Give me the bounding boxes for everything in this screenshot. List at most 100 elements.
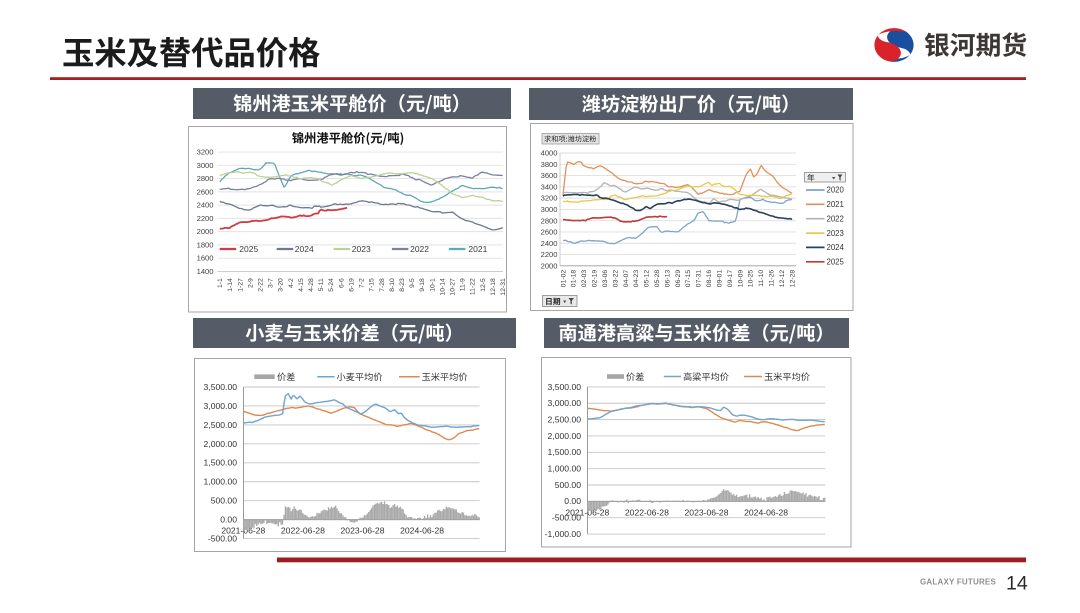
svg-text:06-29: 06-29 <box>675 270 682 288</box>
svg-text:10-1: 10-1 <box>429 278 436 292</box>
svg-text:2024-06-28: 2024-06-28 <box>400 526 444 536</box>
svg-text:2-9: 2-9 <box>247 278 254 288</box>
svg-text:1,000.00: 1,000.00 <box>204 477 238 487</box>
svg-text:2400: 2400 <box>541 239 558 248</box>
svg-text:11-9: 11-9 <box>460 278 467 291</box>
svg-text:4-2: 4-2 <box>288 278 295 288</box>
svg-text:2024-06-28: 2024-06-28 <box>744 507 788 517</box>
svg-text:7-15: 7-15 <box>369 278 376 292</box>
svg-text:14: 14 <box>1006 573 1028 595</box>
svg-text:2023: 2023 <box>827 229 844 238</box>
svg-text:09-01: 09-01 <box>716 270 723 288</box>
svg-text:2200: 2200 <box>541 250 558 259</box>
svg-text:08-16: 08-16 <box>706 270 713 288</box>
svg-text:11-26: 11-26 <box>769 270 776 287</box>
svg-text:1-27: 1-27 <box>237 278 244 292</box>
svg-text:12-31: 12-31 <box>500 278 507 296</box>
svg-text:0.00: 0.00 <box>564 496 581 506</box>
svg-text:8-23: 8-23 <box>399 278 406 292</box>
svg-text:2024: 2024 <box>295 244 314 254</box>
svg-text:12-18: 12-18 <box>490 278 497 296</box>
svg-text:6-19: 6-19 <box>349 278 356 292</box>
svg-text:07-15: 07-15 <box>685 270 692 288</box>
svg-text:05-28: 05-28 <box>654 270 661 288</box>
svg-text:2,500.00: 2,500.00 <box>204 420 238 430</box>
svg-text:3,000.00: 3,000.00 <box>204 401 238 411</box>
svg-text:01-02: 01-02 <box>560 270 567 288</box>
svg-text:2022: 2022 <box>410 244 429 254</box>
svg-text:06-13: 06-13 <box>664 270 671 288</box>
svg-text:1,000.00: 1,000.00 <box>548 464 582 474</box>
svg-text:3200: 3200 <box>541 194 558 203</box>
svg-text:2800: 2800 <box>197 174 214 183</box>
svg-text:3000: 3000 <box>541 205 558 214</box>
svg-text:-500.00: -500.00 <box>208 534 237 544</box>
svg-text:2000: 2000 <box>197 227 214 236</box>
svg-text:2024: 2024 <box>827 243 845 252</box>
svg-text:3000: 3000 <box>197 161 214 170</box>
svg-text:2020: 2020 <box>827 186 845 195</box>
svg-text:4-15: 4-15 <box>298 278 305 292</box>
svg-text:3-20: 3-20 <box>278 278 285 292</box>
svg-text:2800: 2800 <box>541 216 558 225</box>
svg-text:2600: 2600 <box>541 228 558 237</box>
svg-text:01-18: 01-18 <box>571 270 578 288</box>
svg-text:2022-06-28: 2022-06-28 <box>281 526 325 536</box>
svg-text:11-10: 11-10 <box>758 270 765 287</box>
svg-text:3800: 3800 <box>541 160 558 169</box>
svg-text:500.00: 500.00 <box>555 480 582 490</box>
svg-text:3,500.00: 3,500.00 <box>548 382 582 392</box>
svg-text:2023-06-28: 2023-06-28 <box>341 526 385 536</box>
svg-text:5-11: 5-11 <box>318 278 325 291</box>
svg-text:5-24: 5-24 <box>328 278 335 292</box>
svg-text:-1,000.00: -1,000.00 <box>545 529 582 539</box>
svg-text:1,500.00: 1,500.00 <box>204 458 238 468</box>
svg-text:2,000.00: 2,000.00 <box>204 439 238 449</box>
svg-text:04-23: 04-23 <box>633 270 640 288</box>
svg-text:2025: 2025 <box>827 257 845 266</box>
svg-text:12-12: 12-12 <box>779 270 786 288</box>
svg-text:2023: 2023 <box>352 244 371 254</box>
svg-text:3,500.00: 3,500.00 <box>204 382 238 392</box>
svg-text:3-7: 3-7 <box>268 278 275 288</box>
svg-text:2022: 2022 <box>827 214 844 223</box>
svg-text:3600: 3600 <box>541 171 558 180</box>
svg-text:1,500.00: 1,500.00 <box>548 447 582 457</box>
svg-text:2023-06-28: 2023-06-28 <box>685 507 729 517</box>
svg-text:4000: 4000 <box>541 149 558 158</box>
svg-text:1600: 1600 <box>197 254 214 263</box>
svg-text:03-06: 03-06 <box>602 270 609 288</box>
svg-text:-500.00: -500.00 <box>552 513 581 523</box>
svg-text:7-2: 7-2 <box>359 278 366 288</box>
svg-text:10-09: 10-09 <box>737 270 744 288</box>
svg-text:2200: 2200 <box>197 214 214 223</box>
svg-text:2400: 2400 <box>197 201 214 210</box>
svg-text:2,000.00: 2,000.00 <box>548 431 582 441</box>
svg-text:2022-06-28: 2022-06-28 <box>625 507 669 517</box>
svg-text:1-14: 1-14 <box>227 278 234 292</box>
svg-text:2021: 2021 <box>827 200 844 209</box>
svg-text:10-25: 10-25 <box>748 270 755 288</box>
svg-text:GALAXY FUTURES: GALAXY FUTURES <box>920 578 996 587</box>
svg-text:9-5: 9-5 <box>409 278 416 288</box>
svg-text:04-07: 04-07 <box>623 270 630 288</box>
svg-text:07-31: 07-31 <box>696 270 703 288</box>
svg-text:2025: 2025 <box>239 244 258 254</box>
svg-text:7-28: 7-28 <box>379 278 386 292</box>
svg-text:05-12: 05-12 <box>644 270 651 288</box>
svg-text:0.00: 0.00 <box>220 515 237 525</box>
svg-text:10-27: 10-27 <box>450 278 457 296</box>
svg-text:3400: 3400 <box>541 182 558 191</box>
svg-text:10-14: 10-14 <box>439 278 446 296</box>
svg-text:1400: 1400 <box>197 267 214 276</box>
svg-text:12-28: 12-28 <box>789 270 796 288</box>
svg-text:02-03: 02-03 <box>581 270 588 288</box>
svg-text:4-28: 4-28 <box>308 278 315 292</box>
svg-text:2,500.00: 2,500.00 <box>548 415 582 425</box>
svg-text:2-22: 2-22 <box>258 278 265 292</box>
svg-text:3,000.00: 3,000.00 <box>548 398 582 408</box>
svg-text:09-17: 09-17 <box>727 270 734 288</box>
svg-text:12-5: 12-5 <box>480 278 487 292</box>
svg-text:3200: 3200 <box>197 148 214 157</box>
svg-text:03-22: 03-22 <box>612 270 619 288</box>
